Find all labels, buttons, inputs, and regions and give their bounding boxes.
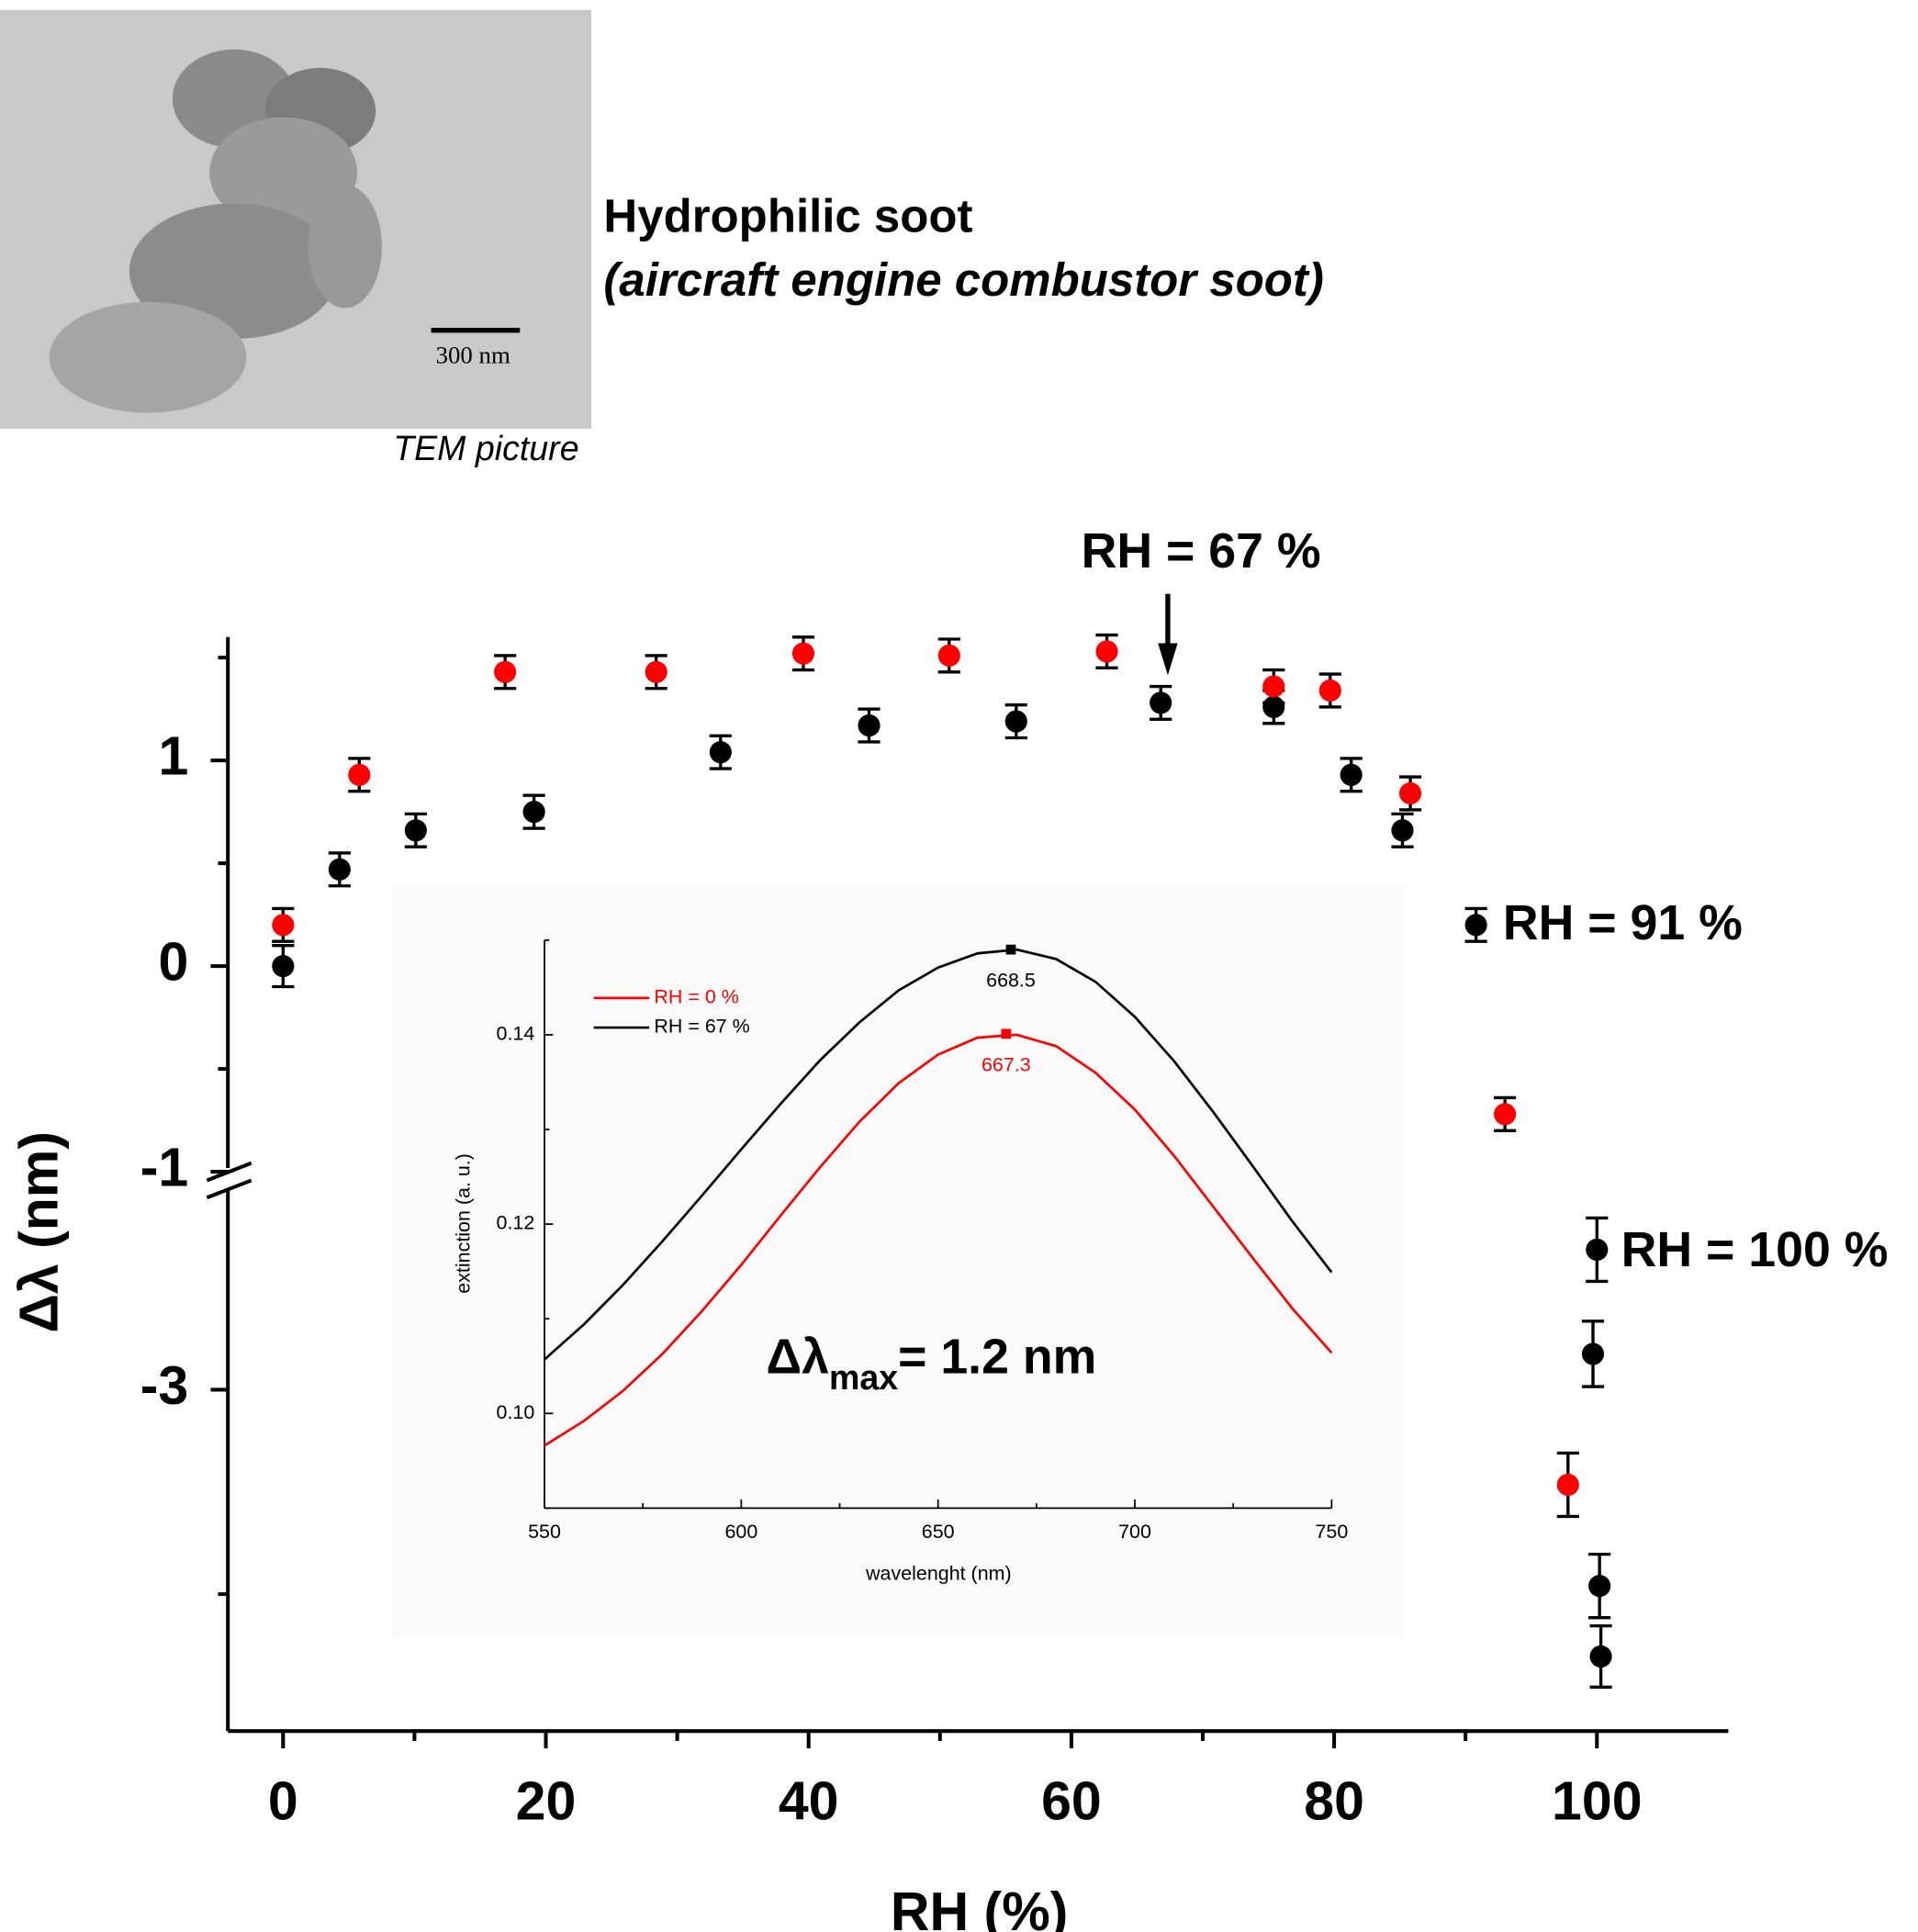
inset-x-axis-label: wavelenght (nm) (865, 1562, 1012, 1584)
annotation-subscript: max (829, 1358, 898, 1397)
image-caption: TEM picture (393, 429, 578, 467)
scale-bar-label: 300 nm (436, 341, 510, 368)
tem-particle (209, 117, 358, 229)
y-tick-label: -3 (140, 1355, 188, 1416)
peak-label: 667.3 (981, 1053, 1031, 1075)
peak-marker (1001, 1028, 1012, 1039)
data-point (1399, 781, 1422, 805)
data-point (1464, 914, 1487, 937)
data-point (522, 801, 545, 824)
y-tick-label: -1 (140, 1138, 188, 1198)
x-tick-label: 80 (1304, 1770, 1364, 1831)
subtitle: (aircraft engine combustor soot) (603, 253, 1323, 306)
data-point (494, 660, 517, 683)
data-point (1589, 1645, 1612, 1668)
x-tick-label: 40 (779, 1770, 839, 1831)
axis-break (206, 1178, 252, 1200)
inset-y-tick-label: 0.12 (497, 1212, 535, 1234)
inset-y-tick-label: 0.14 (497, 1023, 535, 1045)
data-point (1318, 679, 1341, 702)
arrow-head (1158, 643, 1178, 676)
inset-background (391, 884, 1405, 1639)
y-tick-label: 1 (158, 726, 188, 787)
x-tick-label: 0 (268, 1770, 298, 1831)
tem-particle (308, 185, 382, 309)
legend-label: RH = 67 % (654, 1016, 749, 1038)
data-point (858, 713, 880, 737)
inset-x-tick-label: 650 (922, 1521, 955, 1543)
title: Hydrophilic soot (603, 189, 972, 242)
annotation: RH = 100 % (1621, 1222, 1889, 1277)
peak-label: 668.5 (986, 970, 1036, 992)
fit-line (544, 1033, 1333, 1447)
inset-x-tick-label: 550 (528, 1521, 561, 1543)
y-axis-label: Δλ (nm) (9, 1131, 70, 1332)
data-point (937, 644, 960, 668)
inset-y-axis-label: extinction (a. u.) (452, 1153, 474, 1294)
legend-label: RH = 0 % (654, 986, 738, 1008)
annotation: RH = 67 % (1082, 523, 1321, 578)
data-point (272, 955, 295, 978)
data-point (1150, 691, 1172, 714)
data-point (1556, 1473, 1579, 1497)
peak-marker (1005, 944, 1016, 955)
data-point (1004, 710, 1027, 733)
data-point (709, 741, 732, 764)
inset-x-tick-label: 700 (1118, 1521, 1151, 1543)
data-point (1095, 640, 1118, 663)
tem-particle (129, 203, 339, 340)
tem-particle (49, 301, 247, 413)
x-tick-label: 20 (516, 1770, 577, 1831)
data-point (272, 914, 295, 937)
data-point (1494, 1103, 1517, 1126)
data-point (645, 660, 667, 683)
annotation-part: = 1.2 nm (898, 1330, 1096, 1385)
data-point (791, 642, 815, 665)
data-point (1588, 1575, 1611, 1598)
data-point (1340, 763, 1363, 786)
inset-x-tick-label: 750 (1315, 1521, 1348, 1543)
data-point (1262, 675, 1285, 698)
data-point (328, 858, 351, 881)
data-point (1391, 819, 1414, 842)
data-point (1586, 1238, 1609, 1262)
y-tick-label: 0 (158, 932, 188, 993)
inset-annotation: Δλmax= 1.2 nm (767, 1330, 1097, 1397)
data-point (348, 763, 371, 786)
x-tick-label: 100 (1552, 1770, 1642, 1831)
data-point (404, 819, 427, 842)
annotation: RH = 91 % (1503, 895, 1743, 950)
tem-image: 300 nm (0, 9, 592, 430)
fit-line (544, 948, 1333, 1361)
annotation-part: Δλ (767, 1330, 830, 1385)
x-axis-label: RH (%) (891, 1881, 1068, 1932)
x-tick-label: 60 (1041, 1770, 1102, 1831)
data-point (1581, 1342, 1605, 1365)
inset-y-tick-label: 0.10 (497, 1401, 535, 1423)
axis-break (206, 1161, 252, 1183)
inset-x-tick-label: 600 (724, 1521, 757, 1543)
